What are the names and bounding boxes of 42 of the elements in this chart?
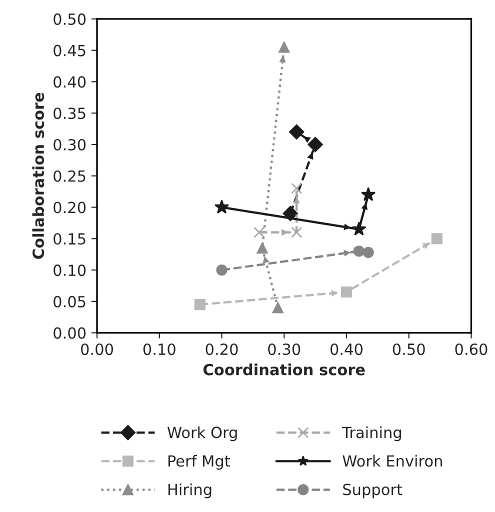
x-tick-label: 0.10 (143, 343, 176, 356)
y-tick-label: 0.30 (54, 138, 86, 151)
x-tick-label: 0.60 (455, 343, 488, 356)
y-tick-label: 0.10 (54, 264, 86, 276)
x-tick-label: 0.00 (81, 343, 114, 356)
point (361, 187, 376, 202)
y-tick-label: 0.15 (54, 233, 86, 245)
point (291, 182, 302, 194)
y-tick-label: 0.40 (54, 76, 86, 88)
point (194, 298, 206, 310)
x-tick-label: 0.30 (268, 343, 300, 356)
point (216, 264, 228, 276)
point (308, 136, 323, 152)
point (214, 200, 230, 214)
legend-label: Hiring (168, 483, 212, 498)
point (289, 124, 304, 140)
y-tick-label: 0.50 (54, 13, 86, 25)
y-tick-label: 0.25 (54, 170, 86, 182)
point (291, 226, 302, 238)
legend-label: Support (343, 484, 402, 498)
y-tick-label: 0.20 (54, 202, 86, 214)
point (340, 286, 352, 298)
x-tick-label: 0.20 (206, 343, 238, 356)
y-tick-label: 0.05 (54, 296, 86, 308)
point (272, 302, 284, 314)
y-axis-title: Collaboration score (32, 92, 44, 259)
point (256, 242, 268, 254)
point (352, 222, 366, 236)
point (431, 233, 442, 244)
x-tick-label: 0.50 (392, 343, 425, 356)
x-axis-title: Coordination score (203, 364, 365, 376)
y-tick-label: 0.45 (54, 44, 86, 56)
point (362, 246, 374, 258)
legend-label: Work Environ (342, 454, 442, 467)
legend-label: Work Org (167, 426, 237, 442)
point (278, 42, 290, 53)
y-tick-label: 0.00 (54, 327, 86, 339)
y-tick-label: 0.35 (54, 108, 86, 120)
point (254, 226, 265, 238)
x-tick-label: 0.40 (330, 343, 362, 356)
legend-label: Training (342, 426, 402, 442)
legend-label: Perf Mgt (168, 454, 230, 470)
